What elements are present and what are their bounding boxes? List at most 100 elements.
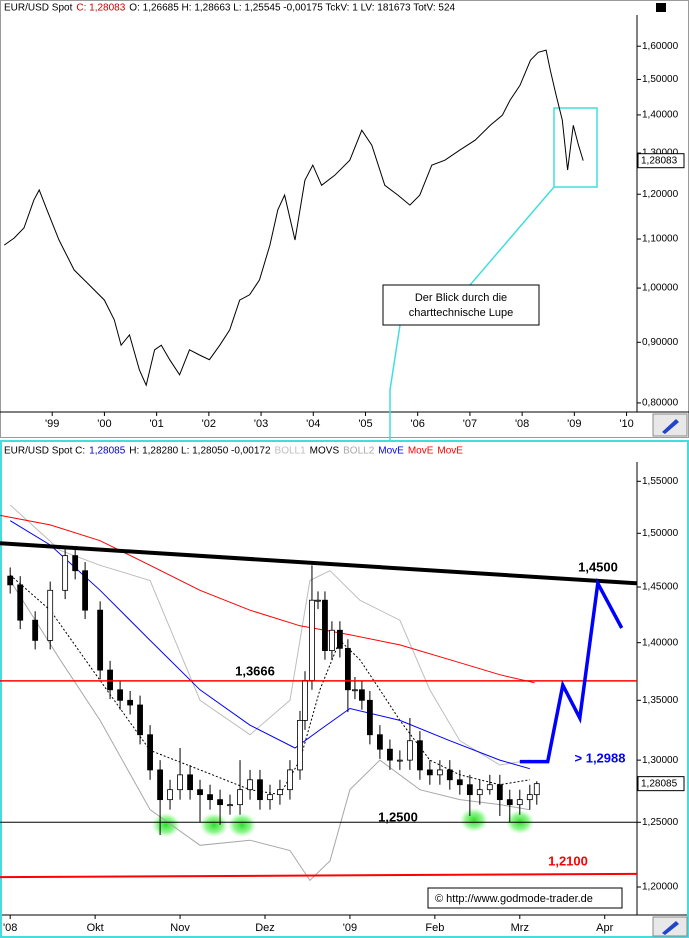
- x-tick-label: '10: [619, 418, 633, 430]
- y-tick-label: 1,40000: [642, 110, 679, 121]
- y-tick-label: 0,80000: [642, 398, 679, 409]
- candle-body: [516, 799, 523, 806]
- candle-body: [359, 689, 365, 701]
- y-tick-label: 1,35000: [642, 695, 679, 706]
- plot-layer: [3, 49, 584, 387]
- candle-body: [387, 748, 393, 761]
- indicator-line: [0, 514, 535, 684]
- candle-body: [167, 789, 173, 801]
- y-tick-label: 1,50000: [642, 74, 679, 85]
- level-label: 1,3666: [235, 663, 275, 678]
- level-line: [0, 872, 637, 879]
- candle-body: [287, 769, 293, 791]
- candle-body: [62, 555, 69, 591]
- x-tick-label: '06: [411, 418, 425, 430]
- x-tick-label: '00: [97, 418, 111, 430]
- header-text: BOLL1: [275, 446, 307, 457]
- header-text: EUR/USD Spot: [4, 3, 73, 14]
- y-tick-label: 1,30000: [642, 148, 679, 159]
- last-price-label: 1,28083: [641, 155, 678, 166]
- candle-body: [302, 680, 308, 721]
- candle-body: [426, 769, 433, 776]
- low-marker: [228, 813, 256, 837]
- candle-body: [329, 629, 335, 652]
- x-tick-label: Dez: [255, 922, 275, 934]
- connector: [389, 324, 401, 441]
- last-price-tag: [637, 776, 685, 792]
- last-price-label: 1,28085: [641, 778, 678, 789]
- y-tick-label: 1,40000: [642, 637, 679, 648]
- candle-body: [157, 769, 163, 801]
- low-markers: [152, 808, 534, 837]
- header-text: BOLL2: [343, 446, 375, 457]
- candle-body: [417, 740, 423, 771]
- candle-body: [72, 555, 79, 572]
- candle-body: [466, 784, 473, 796]
- candle-body: [436, 769, 443, 776]
- candle-body: [197, 789, 203, 796]
- indicator-line: [9, 504, 530, 766]
- pen-icon: [662, 921, 679, 935]
- plot-layer: [0, 504, 637, 882]
- header-text: O: 1,26685 H: 1,28663 L: 1,25545 -0,0017…: [129, 3, 455, 14]
- panel-icon: [656, 3, 666, 12]
- low-marker: [200, 813, 228, 837]
- x-tick-label: '07: [463, 418, 477, 430]
- header-text: MovE: [437, 446, 463, 457]
- candle-body: [267, 794, 273, 801]
- x-tick-label: Mrz: [511, 922, 529, 934]
- header-text: EUR/USD Spot C:: [4, 446, 85, 457]
- candle-body: [506, 799, 513, 806]
- y-tick-label: 1,55000: [642, 476, 679, 487]
- y-tick-label: 1,45000: [642, 582, 679, 593]
- candle-body: [337, 629, 343, 649]
- x-tick-label: '04: [306, 418, 320, 430]
- candle-body: [177, 774, 183, 791]
- y-tick-label: 0,90000: [642, 337, 679, 348]
- candle-body: [456, 779, 463, 786]
- header-text: MOVS: [310, 446, 340, 457]
- y-tick-label: 1,50000: [642, 528, 679, 539]
- plot-area: [3, 49, 584, 387]
- candle-body: [237, 789, 243, 806]
- y-tick-label: 1,30000: [642, 755, 679, 766]
- candle-body: [352, 689, 358, 692]
- annotation-text: charttechnische Lupe: [409, 307, 514, 319]
- candle-body: [82, 570, 89, 611]
- low-marker: [152, 813, 180, 837]
- pen-icon: [662, 419, 679, 434]
- level-line: [0, 541, 637, 586]
- annotation-box: [382, 284, 540, 326]
- candle-body: [97, 609, 104, 671]
- level-label: 1,2100: [548, 853, 588, 868]
- indicator-line: [9, 580, 530, 882]
- plot-area: [0, 504, 637, 882]
- low-marker: [460, 808, 488, 832]
- candle-body: [217, 799, 223, 806]
- x-tick-label: '08: [3, 922, 17, 934]
- zoom-box: [553, 107, 598, 188]
- header-text: MovE: [378, 446, 404, 457]
- x-tick-label: '99: [45, 418, 59, 430]
- candle-body: [147, 734, 153, 771]
- candle-body: [533, 783, 540, 796]
- candle-body: [486, 784, 493, 791]
- x-tick-label: Okt: [87, 922, 104, 934]
- candle-body: [377, 734, 383, 750]
- projection-label: > 1,2988: [575, 750, 626, 765]
- copyright: © http://www.godmode-trader.de: [435, 893, 593, 905]
- copyright-box: [427, 887, 623, 909]
- candle-body: [526, 794, 533, 801]
- x-tick-label: Feb: [425, 922, 444, 934]
- candle-body: [247, 779, 253, 791]
- level-label: 1,2500: [378, 809, 418, 824]
- candle-body: [257, 779, 263, 801]
- header-text: MovE: [408, 446, 434, 457]
- candle-body: [396, 759, 403, 762]
- candle-body: [322, 599, 328, 652]
- candle-body: [406, 740, 413, 761]
- candle-body: [476, 789, 483, 796]
- top-panel-frame: [0, 0, 689, 438]
- candle-body: [117, 689, 123, 701]
